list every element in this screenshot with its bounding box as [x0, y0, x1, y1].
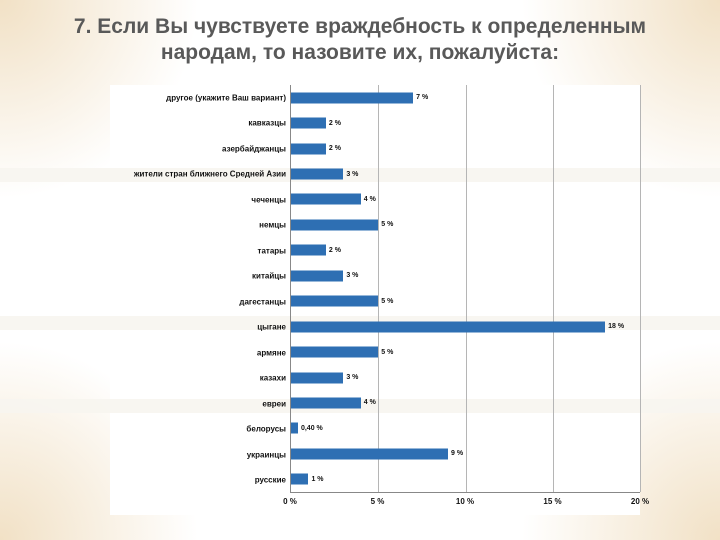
bar: 2 %: [291, 118, 326, 129]
y-tick-label: татары: [258, 246, 286, 255]
bar: 9 %: [291, 448, 448, 459]
y-tick-label: чеченцы: [251, 195, 286, 204]
y-tick-label: цыгане: [257, 323, 286, 332]
bar-value-label: 5 %: [378, 349, 393, 356]
y-tick-label: китайцы: [252, 272, 286, 281]
bar: 3 %: [291, 372, 343, 383]
bar: 3 %: [291, 270, 343, 281]
y-tick-label: армяне: [257, 348, 286, 357]
bar: 5 %: [291, 347, 378, 358]
x-tick-label: 5 %: [371, 497, 385, 506]
slide: 7. Если Вы чувствуете враждебность к опр…: [0, 0, 720, 540]
x-tick-label: 20 %: [631, 497, 649, 506]
bar-value-label: 3 %: [343, 272, 358, 279]
bar-value-label: 0,40 %: [298, 425, 323, 432]
x-axis: 0 %5 %10 %15 %20 %: [290, 493, 640, 515]
slide-title: 7. Если Вы чувствуете враждебность к опр…: [40, 14, 680, 67]
bar-value-label: 2 %: [326, 145, 341, 152]
title-line-1: 7. Если Вы чувствуете враждебность к опр…: [74, 15, 646, 38]
bar-value-label: 2 %: [326, 247, 341, 254]
bar: 0,40 %: [291, 423, 298, 434]
bar-value-label: 18 %: [605, 323, 624, 330]
gridline: [640, 85, 641, 492]
y-tick-label: казахи: [260, 374, 286, 383]
bar: 4 %: [291, 397, 361, 408]
x-tick-label: 15 %: [543, 497, 561, 506]
bar-value-label: 4 %: [361, 196, 376, 203]
bar: 4 %: [291, 194, 361, 205]
bar-value-label: 2 %: [326, 120, 341, 127]
gridline: [466, 85, 467, 492]
y-tick-label: дагестанцы: [239, 297, 286, 306]
bar: 7 %: [291, 92, 413, 103]
bar-value-label: 3 %: [343, 171, 358, 178]
bar-value-label: 5 %: [378, 221, 393, 228]
y-tick-label: украинцы: [247, 450, 286, 459]
y-tick-label: евреи: [262, 399, 286, 408]
y-tick-label: кавказцы: [248, 119, 286, 128]
bar: 2 %: [291, 143, 326, 154]
bar: 5 %: [291, 296, 378, 307]
bar: 5 %: [291, 219, 378, 230]
y-tick-label: немцы: [259, 221, 286, 230]
y-tick-label: жители стран ближнего Средней Азии: [134, 170, 286, 179]
x-tick-label: 0 %: [283, 497, 297, 506]
y-tick-label: белорусы: [246, 425, 286, 434]
bar-value-label: 5 %: [378, 298, 393, 305]
gridline: [378, 85, 379, 492]
bar-value-label: 1 %: [308, 476, 323, 483]
plot-area: 7 %2 %2 %3 %4 %5 %2 %3 %5 %18 %5 %3 %4 %…: [290, 85, 640, 493]
bar-value-label: 9 %: [448, 450, 463, 457]
bar-value-label: 7 %: [413, 94, 428, 101]
y-tick-label: азербайджанцы: [222, 144, 286, 153]
bar-value-label: 4 %: [361, 399, 376, 406]
bar: 18 %: [291, 321, 605, 332]
bar-chart: другое (укажите Ваш вариант) кавказцы азер…: [110, 85, 640, 515]
bar: 1 %: [291, 474, 308, 485]
title-line-2: народам, то назовите их, пожалуйста:: [161, 41, 559, 64]
gridline: [553, 85, 554, 492]
y-tick-label: другое (укажите Ваш вариант): [166, 93, 286, 102]
bar-value-label: 3 %: [343, 374, 358, 381]
bar: 2 %: [291, 245, 326, 256]
bar: 3 %: [291, 169, 343, 180]
y-tick-label: русские: [255, 476, 286, 485]
x-tick-label: 10 %: [456, 497, 474, 506]
y-axis: другое (укажите Ваш вариант) кавказцы азер…: [110, 85, 290, 493]
